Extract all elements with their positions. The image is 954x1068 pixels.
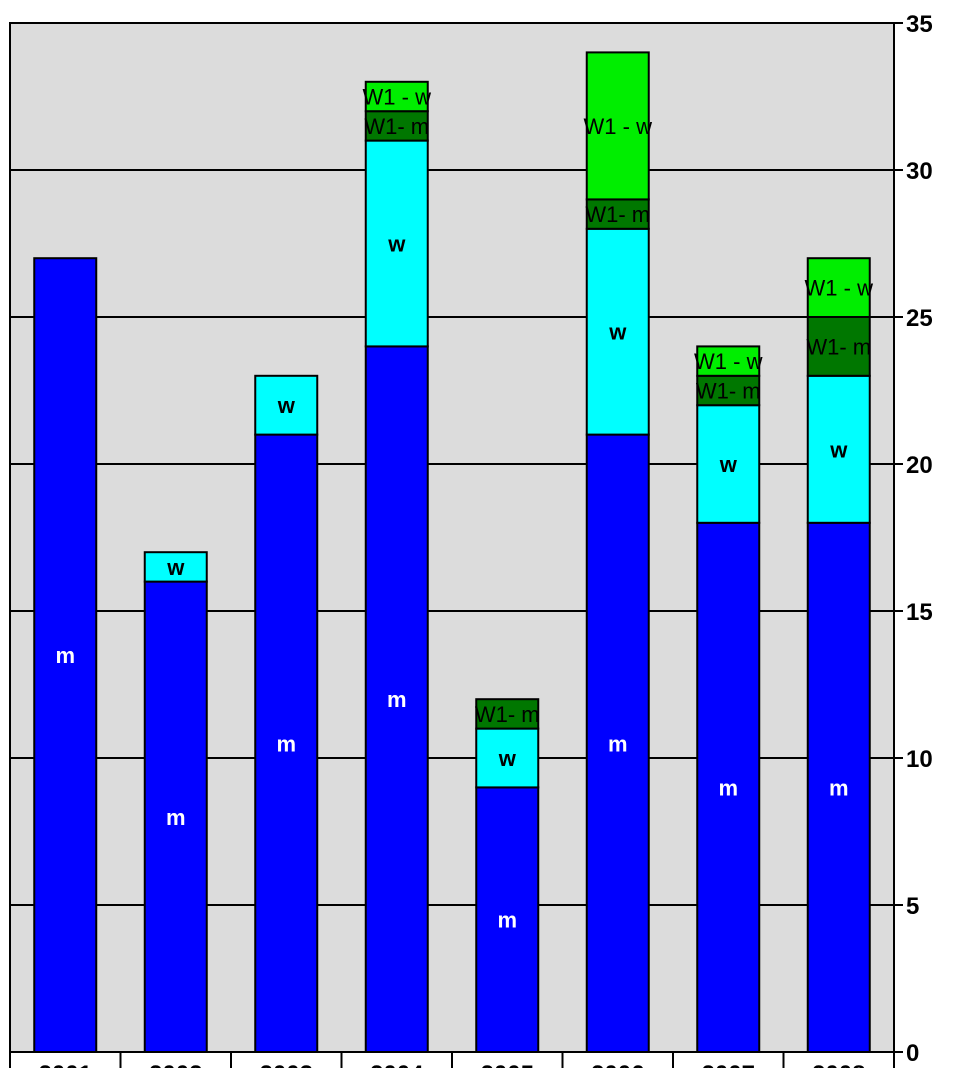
y-tick-label-20: 20 bbox=[906, 452, 933, 479]
segment-label-w-2007: w bbox=[719, 452, 738, 477]
x-axis-ticks: 2001 2002 2003 2004 2005 2006 2007 2008 bbox=[9, 1052, 895, 1068]
x-tick-label-2002: 2002 bbox=[149, 1061, 202, 1068]
bar-w-2005 bbox=[475, 727, 540, 789]
y-tick-label-35: 35 bbox=[906, 11, 933, 38]
segment-label-w-2006: w bbox=[608, 320, 627, 345]
bar-w1m-2006 bbox=[585, 198, 650, 230]
segment-label-m-2007: m bbox=[718, 775, 738, 800]
bar-w1m-2005 bbox=[475, 698, 540, 730]
segment-label-w-2003: w bbox=[277, 393, 296, 418]
bar-w1w-2006 bbox=[585, 51, 650, 201]
y-tick-label-25: 25 bbox=[906, 305, 933, 332]
bar-w1w-2008 bbox=[806, 257, 871, 319]
segment-label-w-2002: w bbox=[166, 555, 185, 580]
bar-w-2008 bbox=[806, 374, 871, 524]
y-tick-label-10: 10 bbox=[906, 746, 933, 773]
segment-label-m-2005: m bbox=[497, 908, 517, 933]
x-tick-label-2007: 2007 bbox=[702, 1061, 755, 1068]
segment-label-m-2008: m bbox=[829, 775, 849, 800]
bar-m-2004 bbox=[364, 345, 429, 1053]
bar-w1w-2004 bbox=[364, 80, 429, 113]
y-tick-label-30: 30 bbox=[906, 158, 933, 185]
plot-area bbox=[9, 22, 895, 1053]
bar-m-2002 bbox=[143, 580, 208, 1053]
segment-label-m-2006: m bbox=[608, 731, 628, 756]
bar-w-2003 bbox=[254, 374, 319, 436]
bar-w1m-2004 bbox=[364, 110, 429, 142]
bars-layer bbox=[33, 51, 871, 1054]
segment-label-m-2001: m bbox=[55, 643, 75, 668]
segment-label-m-2003: m bbox=[276, 731, 296, 756]
segment-label-w1m-2007: W1- m bbox=[696, 379, 761, 404]
segment-label-w-2005: w bbox=[498, 746, 517, 771]
y-tick-label-15: 15 bbox=[906, 599, 933, 626]
y-tick-label-5: 5 bbox=[906, 893, 919, 920]
y-tick-label-0: 0 bbox=[906, 1040, 919, 1067]
segment-label-w1w-2006: W1 - w bbox=[584, 114, 653, 139]
bar-m-2008 bbox=[806, 521, 871, 1053]
segment-label-w1w-2008: W1 - w bbox=[805, 276, 874, 301]
x-tick-label-2008: 2008 bbox=[812, 1061, 865, 1068]
bar-w1w-2007 bbox=[696, 345, 761, 377]
x-tick-label-2001: 2001 bbox=[39, 1061, 92, 1068]
x-tick-label-2005: 2005 bbox=[481, 1061, 534, 1068]
segment-label-w1m-2004: W1- m bbox=[364, 114, 429, 139]
bar-w1m-2007 bbox=[696, 374, 761, 407]
segment-label-w-2008: w bbox=[829, 437, 848, 462]
segment-label-m-2002: m bbox=[166, 805, 186, 830]
segment-label-w1w-2007: W1 - w bbox=[694, 349, 763, 374]
bar-w-2002 bbox=[143, 551, 208, 583]
segment-label-w-2004: w bbox=[387, 232, 406, 257]
segment-labels-layer: m m w m w m w W1- m W1 - w m w W1- m m w W1- m W1 - w m w… bbox=[55, 85, 873, 933]
segment-label-w1m-2006: W1- m bbox=[585, 202, 650, 227]
x-tick-label-2004: 2004 bbox=[370, 1061, 424, 1068]
bar-m-2007 bbox=[696, 521, 761, 1053]
x-tick-label-2006: 2006 bbox=[591, 1061, 644, 1068]
bar-w1m-2008 bbox=[806, 316, 871, 377]
y-axis-ticks: 0 5 10 15 20 25 30 35 bbox=[894, 11, 933, 1067]
bar-w-2004 bbox=[364, 139, 429, 348]
segment-label-w1m-2008: W1- m bbox=[806, 334, 871, 359]
segment-label-w1w-2004: W1 - w bbox=[363, 85, 432, 110]
segment-label-m-2004: m bbox=[387, 687, 407, 712]
bar-m-2005 bbox=[475, 786, 540, 1054]
x-tick-label-2003: 2003 bbox=[260, 1061, 313, 1068]
bar-m-2006 bbox=[585, 433, 650, 1054]
bar-w-2006 bbox=[585, 227, 650, 436]
segment-label-w1m-2005: W1- m bbox=[475, 702, 540, 727]
